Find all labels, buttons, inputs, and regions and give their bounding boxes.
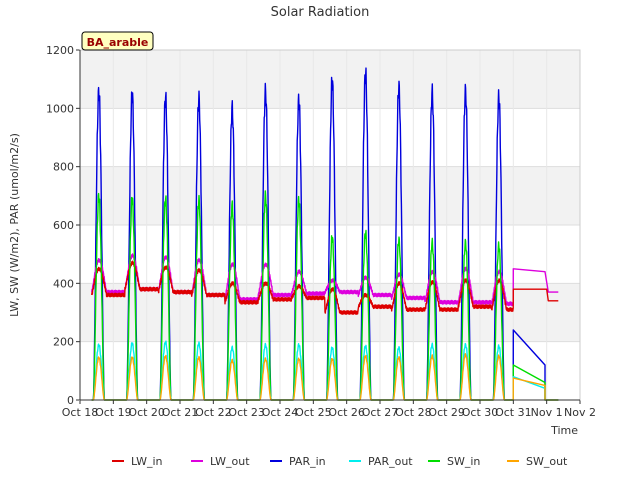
- x-tick-label: Oct 23: [228, 406, 265, 419]
- legend-label-sw-out: SW_out: [526, 455, 568, 468]
- x-axis-label: Time: [550, 424, 578, 437]
- x-tick-label: Oct 31: [495, 406, 532, 419]
- y-tick-label: 400: [53, 277, 74, 290]
- x-tick-label: Nov 2: [564, 406, 596, 419]
- x-tick-label: Oct 28: [395, 406, 432, 419]
- legend-label-lw-in: LW_in: [131, 455, 163, 468]
- x-tick-label: Oct 19: [95, 406, 132, 419]
- annotation-box: BA_arable: [81, 31, 154, 51]
- legend: LW_in LW_out PAR_in PAR_out SW_in SW_out: [112, 455, 568, 468]
- x-tick-label: Oct 22: [195, 406, 232, 419]
- x-tick-label: Oct 25: [295, 406, 332, 419]
- y-tick-label: 0: [67, 394, 74, 407]
- series-line-lw-out: [91, 253, 559, 307]
- x-tick-label: Oct 18: [62, 406, 99, 419]
- legend-label-par-out: PAR_out: [368, 455, 413, 468]
- x-tick-label: Oct 24: [262, 406, 299, 419]
- y-tick-label: 1200: [46, 44, 74, 57]
- legend-label-sw-in: SW_in: [447, 455, 480, 468]
- x-tick-label: Oct 27: [362, 406, 399, 419]
- x-tick-label: Oct 20: [128, 406, 165, 419]
- y-tick-label: 200: [53, 336, 74, 349]
- y-tick-label: 600: [53, 219, 74, 232]
- legend-label-par-in: PAR_in: [289, 455, 326, 468]
- plot-band: [80, 50, 580, 109]
- y-tick-label: 1000: [46, 102, 74, 115]
- y-axis-label: LW, SW (W/m2), PAR (umol/m2/s): [8, 133, 21, 317]
- legend-label-lw-out: LW_out: [210, 455, 250, 468]
- x-tick-label: Oct 30: [462, 406, 499, 419]
- y-tick-label: 800: [53, 161, 74, 174]
- annotation-label: BA_arable: [87, 36, 149, 49]
- series-line-lw-in: [91, 260, 559, 315]
- x-tick-label: Oct 21: [162, 406, 199, 419]
- x-tick-label: Oct 26: [328, 406, 365, 419]
- x-tick-label: Nov 1: [531, 406, 563, 419]
- chart-title: Solar Radiation: [271, 5, 370, 20]
- x-tick-label: Oct 29: [428, 406, 465, 419]
